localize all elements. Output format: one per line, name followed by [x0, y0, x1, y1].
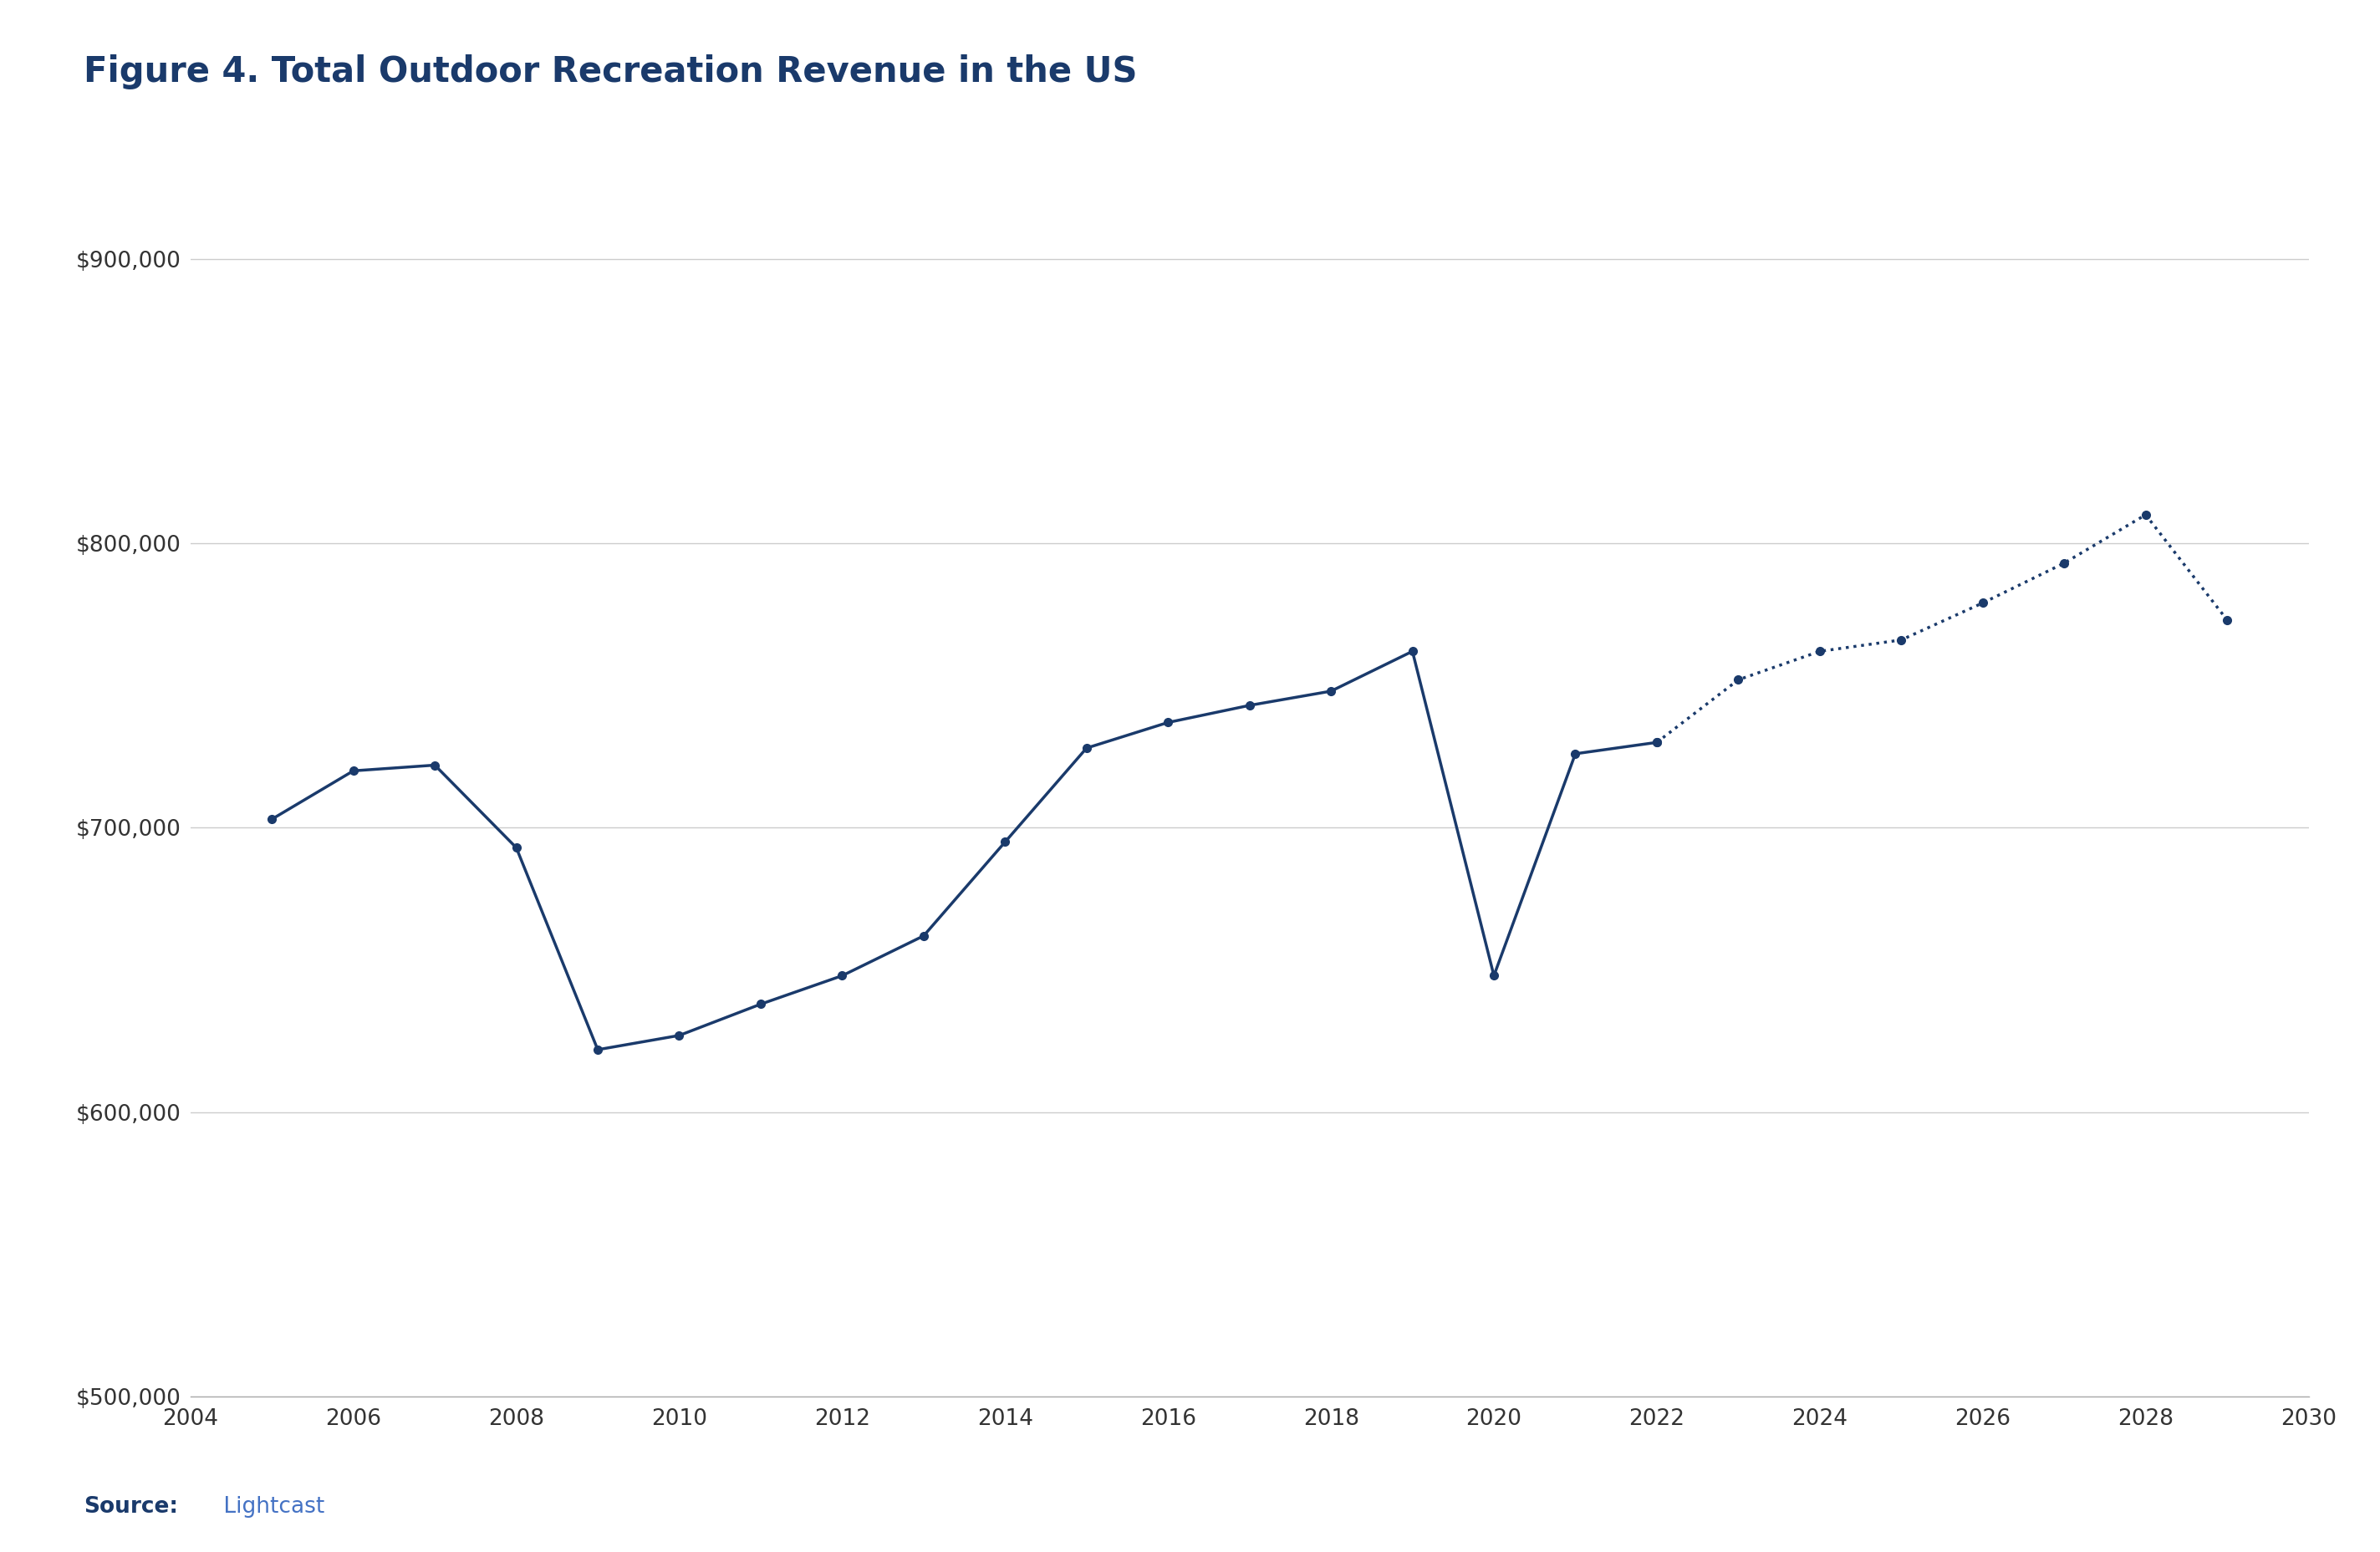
Text: Lightcast: Lightcast	[217, 1496, 324, 1518]
Text: Figure 4. Total Outdoor Recreation Revenue in the US: Figure 4. Total Outdoor Recreation Reven…	[83, 54, 1138, 90]
Text: Source:: Source:	[83, 1496, 178, 1518]
